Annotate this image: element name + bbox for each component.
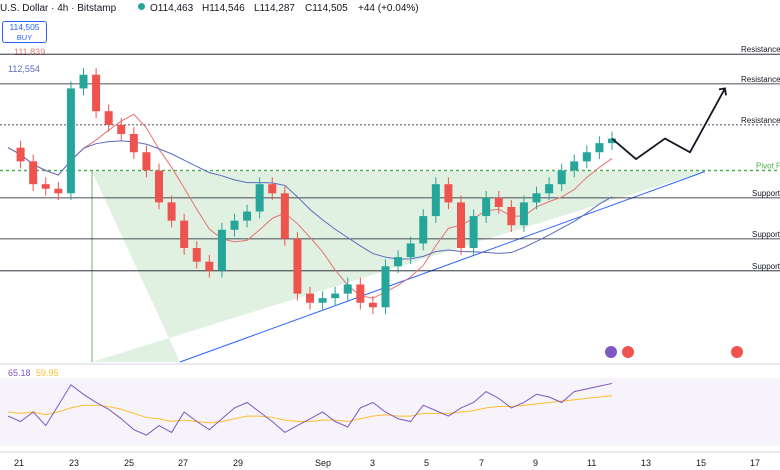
ma-blue-value: 112,554: [8, 64, 40, 74]
x-tick-label: 25: [124, 458, 134, 468]
candle-body: [155, 170, 163, 203]
candle-body: [482, 197, 491, 217]
candle-body: [507, 206, 516, 226]
candle-body: [331, 293, 340, 299]
candle-body: [142, 152, 151, 171]
ohlc-high: H114,546: [202, 3, 245, 14]
candle-body: [117, 124, 126, 134]
candle-body: [79, 74, 88, 89]
x-tick-label: 23: [69, 458, 79, 468]
x-tick-label: 3: [370, 458, 375, 468]
candle-body: [192, 248, 201, 262]
rsi-line: [7, 382, 613, 436]
candle-body: [180, 220, 189, 248]
chart-header: U.S. Dollar · 4h · Bitstamp O114,463 H11…: [0, 0, 780, 18]
rsi-value: 65.18: [8, 368, 31, 378]
buy-price-box[interactable]: 114,505 BUY: [2, 21, 47, 43]
market-status-icon: [138, 3, 145, 10]
x-tick-label: 15: [696, 458, 706, 468]
x-tick-label: 29: [233, 458, 243, 468]
candle-body: [167, 202, 176, 221]
candle-body: [268, 184, 277, 194]
candle-body: [356, 284, 365, 303]
candle-body: [608, 138, 616, 144]
ma-blue-line: [7, 140, 613, 260]
us-flag-icon: [622, 346, 634, 358]
buy-label: BUY: [16, 33, 33, 42]
candle-body: [494, 197, 503, 207]
candle-body: [205, 261, 214, 271]
x-tick-label: Sep: [315, 458, 331, 468]
candle-body: [419, 216, 428, 244]
candle-body: [368, 302, 377, 308]
rsi-band: [0, 378, 780, 446]
candle-body: [293, 238, 302, 294]
ohlc-close: C114,505: [305, 3, 348, 14]
candle-body: [318, 298, 327, 303]
us-flag-icon: [731, 346, 743, 358]
candle-body: [92, 74, 101, 112]
rsi-ma-value: 59.95: [36, 368, 59, 378]
x-tick-label: 7: [479, 458, 484, 468]
level-label: Support: [752, 189, 780, 198]
candle-body: [54, 188, 63, 194]
buy-price: 114,505: [9, 22, 40, 32]
candle-body: [406, 243, 415, 258]
candle-body: [381, 266, 390, 308]
level-label: Support: [752, 230, 780, 239]
candle-body: [394, 257, 403, 267]
x-tick-label: 11: [587, 458, 596, 468]
x-tick-label: 13: [641, 458, 651, 468]
candle-body: [104, 111, 113, 125]
level-label: Resistance: [741, 45, 780, 54]
candle-body: [545, 184, 554, 194]
ohlc-low: L114,287: [254, 3, 295, 14]
candle-body: [230, 220, 239, 230]
candle-body: [595, 143, 604, 153]
ohlc-open: O114,463: [150, 3, 194, 14]
ohlc-change: +44 (+0.04%): [358, 3, 419, 14]
level-label: Support: [752, 262, 780, 271]
candle-body: [243, 211, 252, 221]
candle-body: [16, 147, 25, 162]
candle-body: [457, 202, 465, 248]
candle-body: [66, 88, 75, 194]
candle-body: [570, 161, 579, 171]
projection-path: [611, 87, 726, 161]
candle-body: [469, 216, 478, 248]
candle-body: [343, 284, 352, 294]
candle-body: [519, 202, 528, 226]
x-tick-label: 17: [750, 458, 760, 468]
symbol-title[interactable]: U.S. Dollar · 4h · Bitstamp: [0, 3, 117, 14]
event-icon: [605, 346, 617, 358]
candle-body: [129, 134, 138, 153]
candle-body: [217, 229, 226, 271]
level-label: Resistance: [741, 116, 780, 125]
candle-body: [255, 184, 264, 212]
x-tick-label: 21: [14, 458, 24, 468]
candle-body: [306, 293, 314, 303]
x-tick-label: 5: [424, 458, 429, 468]
candle-body: [557, 170, 566, 185]
candle-body: [280, 193, 289, 239]
level-label: Resistance: [741, 75, 780, 84]
candle-body: [41, 184, 50, 189]
projection-arrowhead: [718, 87, 727, 96]
candle-body: [532, 193, 541, 203]
candle-body: [582, 152, 591, 162]
x-tick-label: 27: [178, 458, 188, 468]
candle-body: [431, 184, 440, 217]
candle-body: [444, 184, 453, 203]
x-tick-label: 9: [533, 458, 538, 468]
rising-trendline: [179, 171, 706, 363]
level-label: Pivot P: [756, 161, 780, 170]
candle-body: [29, 161, 38, 185]
ma-red-value: 111,839: [14, 47, 46, 57]
rsi-ma-line: [7, 395, 613, 424]
